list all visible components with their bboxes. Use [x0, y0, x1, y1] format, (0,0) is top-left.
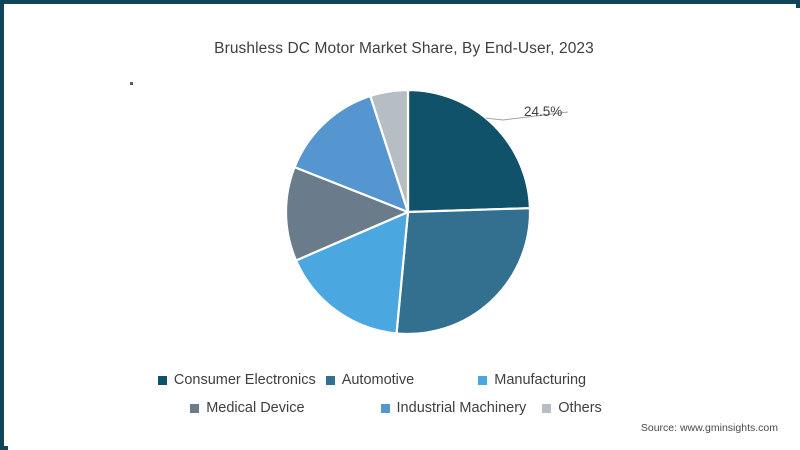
legend-row: Consumer Electronics Automotive Manufactur…: [8, 366, 800, 394]
legend-swatch-icon: [325, 375, 335, 385]
pie-slice[interactable]: [369, 88, 410, 214]
chart-legend: Consumer Electronics Automotive Manufactur…: [8, 366, 800, 422]
legend-item-industrial-machinery[interactable]: Industrial Machinery: [380, 400, 527, 416]
slice-data-label-consumer-electronics: 24.5%: [524, 104, 563, 119]
legend-item-label: Automotive: [341, 372, 415, 388]
artifact-speck: [130, 82, 133, 85]
legend-item-automotive[interactable]: Automotive: [325, 372, 415, 388]
legend-item-label: Industrial Machinery: [396, 400, 527, 416]
legend-swatch-icon: [478, 375, 488, 385]
source-attribution: Source: www.gminsights.com: [640, 422, 778, 434]
legend-swatch-icon: [190, 403, 200, 413]
pie-slice[interactable]: [293, 94, 410, 214]
legend-item-manufacturing[interactable]: Manufacturing: [478, 372, 586, 388]
legend-item-medical-device[interactable]: Medical Device: [190, 400, 305, 416]
legend-item-label: Consumer Electronics: [173, 372, 316, 388]
legend-item-consumer-electronics[interactable]: Consumer Electronics: [157, 372, 316, 388]
legend-item-label: Manufacturing: [494, 372, 587, 388]
legend-swatch-icon: [542, 403, 552, 413]
legend-swatch-icon: [157, 375, 167, 385]
pie-slice[interactable]: [406, 88, 532, 214]
legend-item-label: Medical Device: [206, 400, 305, 416]
legend-swatch-icon: [380, 403, 390, 413]
legend-item-others[interactable]: Others: [542, 400, 602, 416]
legend-item-label: Others: [558, 400, 602, 416]
legend-row: Medical Device Industrial Machinery Others: [8, 394, 800, 422]
page-title: Brushless DC Motor Market Share, By End-…: [214, 40, 594, 57]
chart-canvas: Brushless DC Motor Market Share, By End-…: [8, 8, 800, 450]
pie-slice[interactable]: [395, 207, 532, 336]
pie-slice[interactable]: [294, 210, 410, 335]
pie-slice[interactable]: [284, 165, 410, 262]
